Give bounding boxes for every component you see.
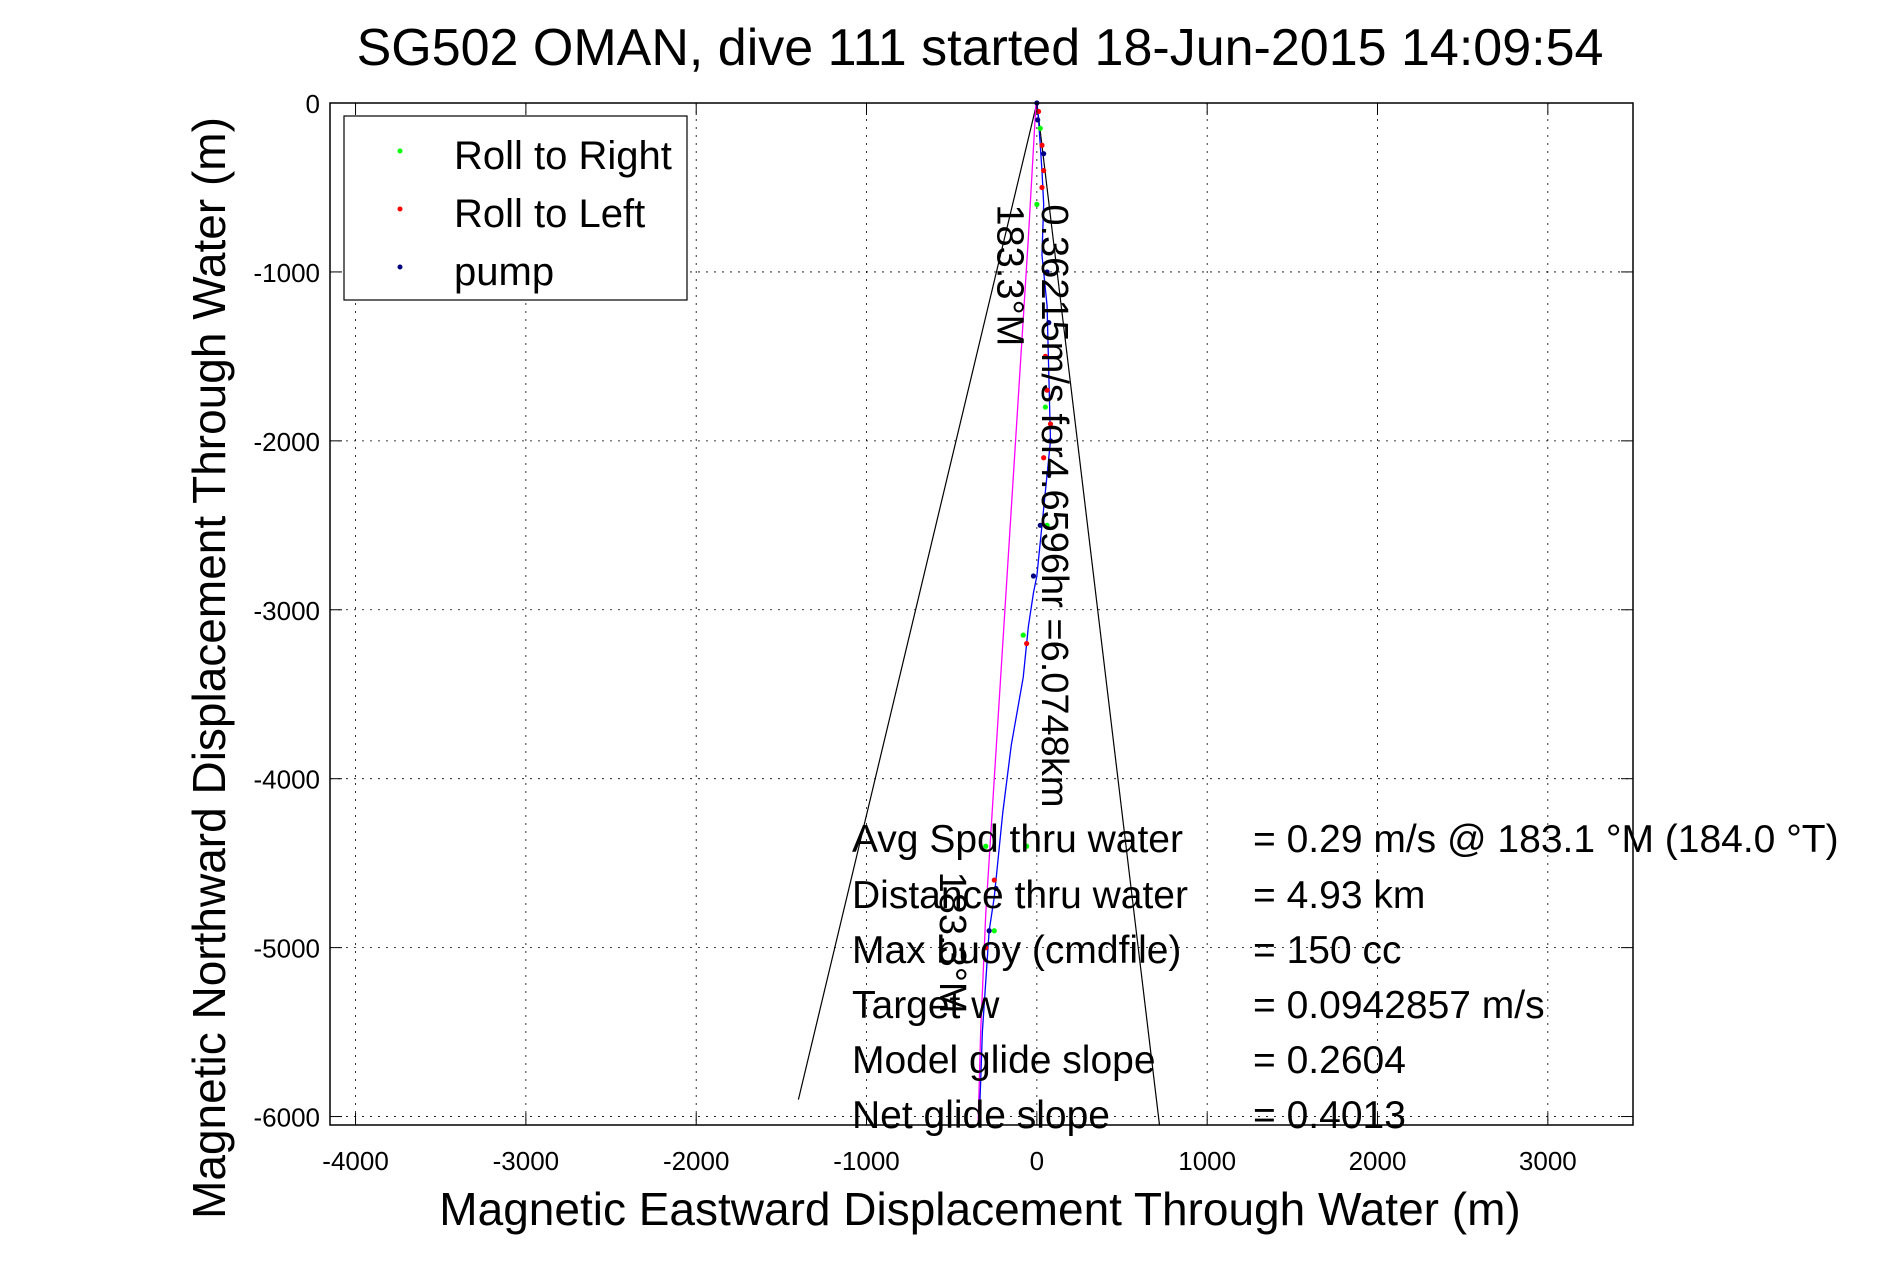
stat-value-model-glide-slope: = 0.2604 — [1253, 1039, 1406, 1082]
data-point — [1035, 117, 1041, 123]
legend: Roll to Right Roll to Left pump — [343, 115, 688, 301]
data-point — [1046, 472, 1052, 478]
y-tick-label: -1000 — [254, 258, 321, 288]
y-tick-label: -2000 — [254, 427, 321, 457]
legend-entry-roll-left: Roll to Left — [397, 192, 645, 236]
data-point — [1047, 421, 1054, 427]
direction-cone-line — [797, 102, 1038, 1100]
data-point — [983, 945, 989, 951]
stat-value-net-glide-slope: = 0.4013 — [1253, 1094, 1406, 1137]
plot-border — [329, 102, 1634, 1126]
x-tick-label: 3000 — [1519, 1146, 1577, 1176]
x-tick-label: -2000 — [663, 1146, 730, 1176]
y-tick-label: -4000 — [254, 765, 321, 795]
stat-value-max-buoy: = 150 cc — [1253, 929, 1402, 972]
legend-marker-roll-right — [397, 148, 403, 154]
stat-value-target-w: = 0.0942857 m/s — [1253, 984, 1545, 1027]
legend-marker-roll-left — [397, 206, 403, 212]
data-point — [1041, 455, 1047, 461]
legend-label-pump: pump — [454, 250, 554, 294]
data-point — [986, 928, 992, 934]
stat-value-distance: = 4.93 km — [1253, 874, 1425, 917]
data-point — [1044, 522, 1050, 528]
stat-label-model-glide-slope: Model glide slope — [852, 1039, 1156, 1082]
data-point — [1041, 151, 1047, 157]
x-tick-label: -3000 — [493, 1146, 560, 1176]
data-point — [1030, 573, 1037, 579]
x-tick-label: 1000 — [1178, 1146, 1236, 1176]
data-point — [1037, 125, 1043, 131]
stat-label-target-w: Target w — [852, 984, 1000, 1027]
direction-cone-lines — [797, 102, 1161, 1126]
data-point — [1024, 640, 1030, 647]
x-tick-label: -1000 — [833, 1146, 900, 1176]
y-axis-label: Magnetic Northward Displacement Through … — [183, 117, 235, 1219]
rotated-annotation: 183.3°M — [931, 872, 973, 1014]
y-tick-label: -6000 — [254, 1103, 321, 1133]
data-point — [1034, 201, 1040, 207]
axis-ticks: -4000 -3000 -2000 -1000 0 1000 2000 3000 0 -1000 -… — [254, 89, 1633, 1176]
x-axis-label: Magnetic Eastward Displacement Through W… — [439, 1183, 1520, 1235]
legend-entry-pump: pump — [397, 250, 554, 294]
x-tick-label: 2000 — [1349, 1146, 1407, 1176]
data-point — [983, 843, 989, 849]
y-tick-label: 0 — [306, 89, 320, 119]
data-point — [1024, 843, 1030, 849]
data-point — [1044, 387, 1050, 393]
x-tick-label: 0 — [1030, 1146, 1044, 1176]
data-point — [1046, 320, 1052, 326]
data-points — [983, 100, 1054, 951]
data-point — [1044, 269, 1050, 275]
rotated-annotations: 0.36215m/s for4.6596hr =6.0748km183.3°M1… — [931, 204, 1075, 1013]
x-tick-label: -4000 — [322, 1146, 389, 1176]
direction-cone-line — [1036, 102, 1161, 1126]
stat-label-avg-speed: Avg Spd thru water — [852, 818, 1183, 861]
legend-entry-roll-right: Roll to Right — [397, 134, 672, 178]
data-point — [1037, 522, 1043, 528]
legend-label-roll-right: Roll to Right — [454, 134, 672, 178]
y-tick-label: -3000 — [254, 596, 321, 626]
data-point — [991, 928, 997, 934]
dive-statistics: Avg Spd thru water = 0.29 m/s @ 183.1 °M… — [852, 818, 1839, 1137]
stat-label-net-glide-slope: Net glide slope — [852, 1094, 1110, 1137]
rotated-annotation: 0.36215m/s for4.6596hr =6.0748km — [1033, 204, 1075, 807]
data-point — [1047, 438, 1054, 444]
y-tick-label: -5000 — [254, 934, 321, 964]
data-point — [1039, 142, 1045, 148]
data-point — [991, 877, 997, 883]
data-point — [993, 885, 999, 892]
heading-track-line — [977, 102, 1037, 1126]
legend-label-roll-left: Roll to Left — [454, 192, 645, 236]
chart-title: SG502 OMAN, dive 111 started 18-Jun-2015… — [357, 19, 1604, 77]
rotated-annotation: 183.3°M — [989, 204, 1031, 346]
data-point — [1041, 167, 1047, 174]
data-point — [1039, 184, 1045, 191]
data-point — [1042, 353, 1048, 359]
data-point — [1042, 404, 1048, 410]
legend-marker-pump — [397, 264, 403, 270]
stat-value-avg-speed: = 0.29 m/s @ 183.1 °M (184.0 °T) — [1253, 818, 1839, 861]
stat-label-distance: Distance thru water — [852, 874, 1188, 917]
data-point — [1020, 632, 1026, 638]
stat-label-max-buoy: Max buoy (cmdfile) — [852, 929, 1181, 972]
